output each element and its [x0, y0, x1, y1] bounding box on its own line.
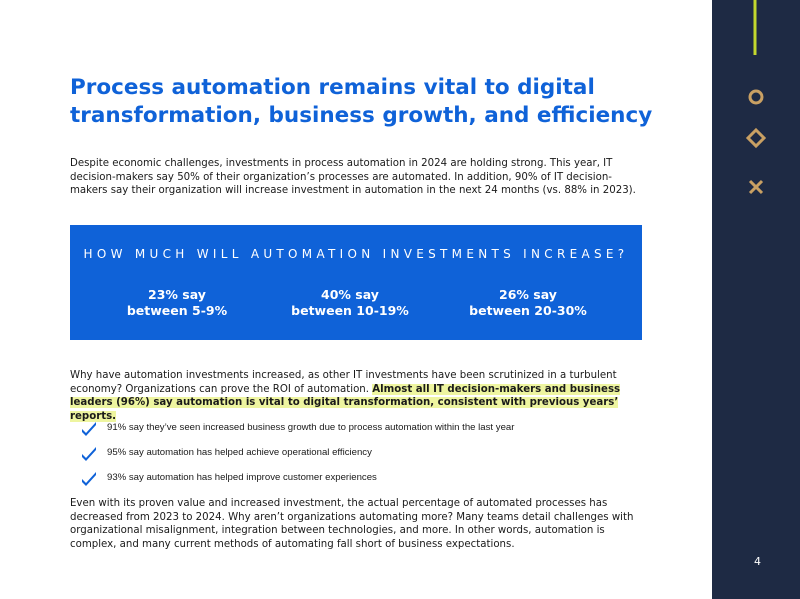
body-text: Why have automation investments increase…	[70, 370, 617, 395]
check-item: 91% say they’ve seen increased business …	[80, 419, 640, 437]
sidebar	[712, 0, 800, 599]
check-icon	[82, 472, 96, 486]
stat-line: 26% say	[499, 287, 557, 302]
stat-line: 40% say	[321, 287, 379, 302]
stat: 23% say between 5-9%	[92, 287, 262, 319]
closing-paragraph: Even with its proven value and increased…	[70, 498, 634, 550]
callout-box: HOW MUCH WILL AUTOMATION INVESTMENTS INC…	[70, 225, 642, 340]
check-text: 93% say automation has helped improve cu…	[107, 472, 377, 483]
check-icon	[82, 447, 96, 461]
stat-line: between 20-30%	[469, 303, 587, 318]
stat-line: between 10-19%	[291, 303, 409, 318]
stat-line: 23% say	[148, 287, 206, 302]
stat: 26% say between 20-30%	[443, 287, 613, 319]
stat-line: between 5-9%	[126, 303, 228, 318]
page-number: 4	[754, 555, 761, 568]
check-text: 95% say automation has helped achieve op…	[107, 447, 372, 458]
sidebar-decoration	[745, 0, 767, 195]
check-item: 95% say automation has helped achieve op…	[80, 444, 640, 462]
check-text: 91% say they’ve seen increased business …	[107, 422, 515, 433]
check-item: 93% say automation has helped improve cu…	[80, 469, 640, 487]
title: Process automation remains vital to digi…	[70, 75, 653, 128]
stat: 40% say between 10-19%	[265, 287, 435, 319]
check-icon	[82, 422, 96, 436]
intro-paragraph: Despite economic challenges, investments…	[70, 158, 636, 196]
body-paragraph: Why have automation investments increase…	[70, 369, 645, 423]
callout-title: HOW MUCH WILL AUTOMATION INVESTMENTS INC…	[83, 247, 629, 261]
